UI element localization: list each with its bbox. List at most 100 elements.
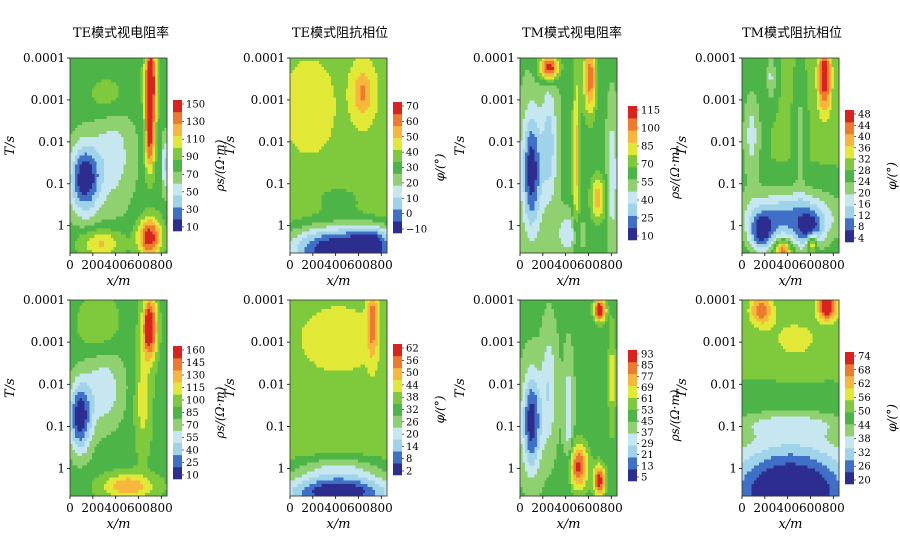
heatmap-cell	[322, 101, 325, 104]
heatmap-cell	[295, 223, 298, 226]
heatmap-cell	[82, 95, 85, 98]
heatmap-cell	[375, 73, 378, 76]
heatmap-cell	[87, 244, 90, 247]
heatmap-cell	[358, 119, 361, 122]
heatmap-cell	[148, 79, 151, 82]
heatmap-cell	[368, 92, 371, 95]
heatmap-cell	[351, 226, 354, 229]
heatmap-cell	[135, 229, 138, 232]
heatmap-cell	[295, 186, 298, 189]
heatmap-cell	[377, 162, 380, 165]
heatmap-cell	[111, 180, 114, 183]
heatmap-cell	[119, 119, 122, 122]
heatmap-cell	[358, 159, 361, 162]
heatmap-cell	[346, 73, 349, 76]
heatmap-cell	[382, 186, 385, 189]
heatmap-cell	[375, 58, 378, 61]
heatmap-cell	[312, 85, 315, 88]
heatmap-cell	[82, 98, 85, 101]
heatmap-cell	[152, 162, 155, 165]
heatmap-cell	[116, 198, 119, 201]
heatmap-cell	[121, 95, 124, 98]
heatmap-cell	[133, 79, 136, 82]
heatmap-cell	[375, 95, 378, 98]
heatmap-cell	[155, 140, 158, 143]
heatmap-cell	[309, 134, 312, 137]
heatmap-cell	[160, 159, 163, 162]
heatmap-cell	[343, 131, 346, 134]
heatmap-cell	[358, 204, 361, 207]
heatmap-cell	[97, 180, 100, 183]
heatmap-cell	[80, 192, 83, 195]
heatmap-cell	[82, 232, 85, 235]
heatmap-cell	[160, 113, 163, 116]
heatmap-cell	[128, 82, 131, 85]
heatmap-cell	[309, 73, 312, 76]
heatmap-cell	[295, 213, 298, 216]
heatmap-cell	[329, 183, 332, 186]
heatmap-cell	[114, 235, 117, 238]
heatmap-cell	[336, 82, 339, 85]
heatmap-cell	[341, 107, 344, 110]
heatmap-cell	[305, 219, 308, 222]
heatmap-cell	[346, 229, 349, 232]
heatmap-cell	[360, 198, 363, 201]
heatmap-cell	[121, 61, 124, 64]
heatmap-cell	[358, 73, 361, 76]
heatmap-cell	[343, 195, 346, 198]
heatmap-cell	[358, 125, 361, 128]
heatmap-cell	[348, 143, 351, 146]
heatmap-cell	[85, 107, 88, 110]
heatmap-cell	[109, 58, 112, 61]
heatmap-cell	[104, 61, 107, 64]
heatmap-cell	[143, 165, 146, 168]
heatmap-cell	[380, 116, 383, 119]
heatmap-cell	[148, 101, 151, 104]
heatmap-cell	[138, 92, 141, 95]
heatmap-cell	[97, 216, 100, 219]
heatmap-cell	[339, 125, 342, 128]
heatmap-cell	[106, 67, 109, 70]
heatmap-cell	[375, 219, 378, 222]
heatmap-cell	[302, 146, 305, 149]
heatmap-cell	[363, 219, 366, 222]
heatmap-cell	[363, 131, 366, 134]
heatmap-cell	[346, 198, 349, 201]
heatmap-cell	[121, 134, 124, 137]
heatmap-cell	[372, 116, 375, 119]
heatmap-cell	[353, 219, 356, 222]
heatmap-cell	[162, 67, 165, 70]
heatmap-cell	[80, 82, 83, 85]
heatmap-cell	[360, 110, 363, 113]
heatmap-cell	[157, 152, 160, 155]
heatmap-cell	[355, 213, 358, 216]
heatmap-cell	[375, 213, 378, 216]
heatmap-cell	[346, 168, 349, 171]
heatmap-cell	[307, 61, 310, 64]
heatmap-cell	[319, 98, 322, 101]
heatmap-cell	[307, 207, 310, 210]
heatmap-cell	[334, 174, 337, 177]
heatmap-cell	[123, 204, 126, 207]
heatmap-cell	[336, 143, 339, 146]
heatmap-cell	[138, 186, 141, 189]
heatmap-cell	[160, 168, 163, 171]
heatmap-cell	[109, 177, 112, 180]
heatmap-cell	[138, 198, 141, 201]
heatmap-cell	[148, 207, 151, 210]
heatmap-cell	[145, 79, 148, 82]
heatmap-cell	[382, 226, 385, 229]
heatmap-cell	[111, 165, 114, 168]
heatmap-cell	[152, 195, 155, 198]
heatmap-cell	[119, 235, 122, 238]
heatmap-cell	[312, 192, 315, 195]
heatmap-cell	[341, 122, 344, 125]
heatmap-cell	[109, 73, 112, 76]
heatmap-cell	[138, 235, 141, 238]
heatmap-cell	[131, 171, 134, 174]
heatmap-cell	[92, 134, 95, 137]
heatmap-cell	[104, 113, 107, 116]
heatmap-cell	[75, 216, 78, 219]
heatmap-cell	[92, 125, 95, 128]
heatmap-cell	[145, 131, 148, 134]
